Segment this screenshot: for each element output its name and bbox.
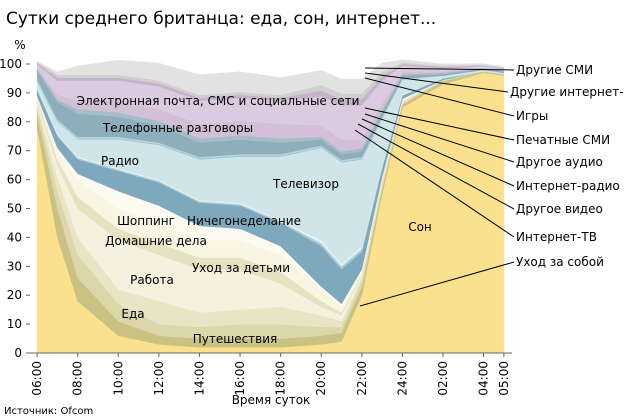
legend-label: Уход за собой [516,255,604,269]
leader-line [357,123,515,210]
area-label: Радио [101,154,139,168]
y-tick-label: 100 [0,57,22,71]
leader-line [364,113,515,163]
x-tick-label: 22:00 [355,361,369,396]
y-tick-label: 40 [7,230,22,244]
chart-title: Сутки среднего британца: еда, сон, интер… [6,9,436,29]
legend-label: Другое видео [516,202,603,216]
leader-line [364,77,515,117]
area-label: Шоппинг [117,214,175,228]
y-axis-label: % [14,38,25,52]
y-tick-label: 50 [7,202,22,216]
x-tick-label: 14:00 [192,361,206,396]
y-tick-label: 80 [7,115,22,129]
area-label: Ничегонеделание [187,214,301,228]
x-tick-label: 06:00 [30,361,44,396]
area-label: Телефонные разговоры [102,121,253,135]
leader-line [361,118,515,187]
area-label: Домашние дела [105,234,207,248]
area-label: Еда [121,307,144,321]
x-tick-label: 12:00 [152,361,166,396]
x-tick-label: 18:00 [274,361,288,396]
area-label: Электронная почта, СМС и социальные сети [77,94,360,108]
legend-label: Игры [516,109,548,123]
source: Источник: Ofcom [4,406,93,417]
y-tick-label: 60 [7,173,22,187]
legend-label: Печатные СМИ [516,133,610,147]
y-tick-label: 30 [7,259,22,273]
y-tick-label: 10 [7,317,22,331]
x-tick-label: 08:00 [71,361,85,396]
area-label: Путешествия [193,332,278,346]
x-tick-label: 05:00 [497,361,511,396]
area-label: Сон [408,220,432,234]
x-tick-label: 10:00 [111,361,125,396]
x-axis-label: Время суток [232,393,311,407]
y-tick-label: 0 [14,346,22,360]
leader-line [364,67,515,71]
x-tick-label: 24:00 [395,361,409,396]
y-tick-label: 90 [7,86,22,100]
x-tick-label: 20:00 [314,361,328,396]
leader-line [359,261,515,307]
leader-line [364,107,515,141]
x-tick-label: 16:00 [233,361,247,396]
y-tick-label: 20 [7,288,22,302]
legend-label: Другие интернет-СМИ [510,85,624,99]
leader-line [354,129,515,238]
leader-line [364,72,509,93]
y-tick-label: 70 [7,144,22,158]
area-label: Телевизор [272,177,339,191]
area-label: Уход за детьми [192,261,290,275]
legend-label: Интернет-ТВ [516,230,597,244]
legend-label: Другие СМИ [516,63,593,77]
legend-label: Интернет-радио [516,179,620,193]
x-tick-label: 02:00 [436,361,450,396]
x-tick-label: 04:00 [477,361,491,396]
legend-label: Другое аудио [516,155,603,169]
area-label: Работа [130,273,174,287]
